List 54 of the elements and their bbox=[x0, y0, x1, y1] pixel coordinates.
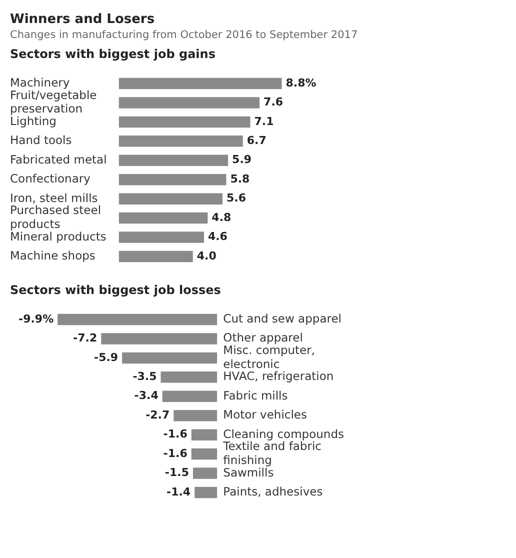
data-label: 8.8% bbox=[286, 76, 316, 90]
data-label: -5.9 bbox=[94, 350, 118, 364]
y-tick-label: Purchased steel products bbox=[10, 203, 102, 231]
data-label: -9.9% bbox=[18, 312, 54, 326]
data-label: -3.5 bbox=[132, 370, 157, 384]
y-tick-label: Mineral products bbox=[10, 229, 106, 244]
y-tick-label: Lighting bbox=[10, 114, 56, 128]
bar bbox=[118, 97, 260, 108]
y-tick-label: Sawmills bbox=[223, 465, 274, 480]
data-label: -2.7 bbox=[146, 408, 170, 422]
y-tick-label: Fabric mills bbox=[223, 388, 288, 402]
bar bbox=[118, 193, 222, 204]
data-label: 5.6 bbox=[226, 192, 246, 205]
data-label: 5.8 bbox=[230, 172, 250, 186]
y-tick-label: Fruit/vegetable preservation bbox=[10, 88, 97, 116]
text: Sectors with biggest job gains bbox=[10, 47, 216, 61]
chart-subtitle: Changes in manufacturing from October 2016 to September 2017 bbox=[10, 29, 359, 41]
bar bbox=[118, 78, 282, 90]
y-tick-label: Other apparel bbox=[223, 330, 303, 345]
data-label: 5.9 bbox=[232, 153, 252, 166]
y-tick-label: Iron, steel mills bbox=[10, 190, 98, 205]
data-label: -3.4 bbox=[134, 389, 159, 402]
y-tick-label: Fabricated metal bbox=[10, 152, 107, 166]
y-tick-label: Misc. computer, electronic bbox=[223, 343, 316, 371]
y-tick-label: Cut and sew apparel bbox=[223, 311, 342, 326]
y-tick-label: Machine shops bbox=[10, 248, 96, 262]
bar bbox=[118, 116, 250, 128]
chart-title: Winners and Losers bbox=[10, 12, 156, 27]
y-tick-label: Textile and fabric finishing bbox=[222, 439, 322, 467]
data-label: -1.4 bbox=[166, 485, 191, 498]
y-tick-label: Motor vehicles bbox=[223, 408, 308, 422]
bar bbox=[118, 136, 243, 147]
bar bbox=[118, 154, 228, 166]
data-label: -1.6 bbox=[163, 446, 188, 460]
y-tick-label: Hand tools bbox=[10, 133, 72, 148]
chart-title: Sectors with biggest job losses bbox=[10, 283, 222, 297]
data-label: -1.6 bbox=[163, 428, 188, 441]
y-tick-label: Paints, adhesives bbox=[223, 484, 323, 498]
data-label: 7.1 bbox=[254, 114, 274, 128]
y-tick-label: Cleaning compounds bbox=[223, 426, 344, 441]
data-label: -1.5 bbox=[164, 466, 189, 480]
bar bbox=[118, 174, 226, 186]
y-tick-label: HVAC, refrigeration bbox=[223, 369, 334, 384]
y-tick-label: Machinery bbox=[10, 75, 70, 90]
data-label: 4.8 bbox=[212, 210, 232, 224]
data-label: 4.6 bbox=[208, 230, 228, 244]
data-label: 6.7 bbox=[246, 134, 266, 148]
bar bbox=[118, 232, 204, 243]
bar bbox=[118, 212, 208, 224]
data-label: 7.6 bbox=[264, 96, 284, 109]
bar bbox=[118, 250, 193, 262]
data-label: 4.0 bbox=[196, 249, 217, 262]
y-tick-label: Confectionary bbox=[10, 172, 91, 186]
data-label: -7.2 bbox=[73, 332, 98, 345]
